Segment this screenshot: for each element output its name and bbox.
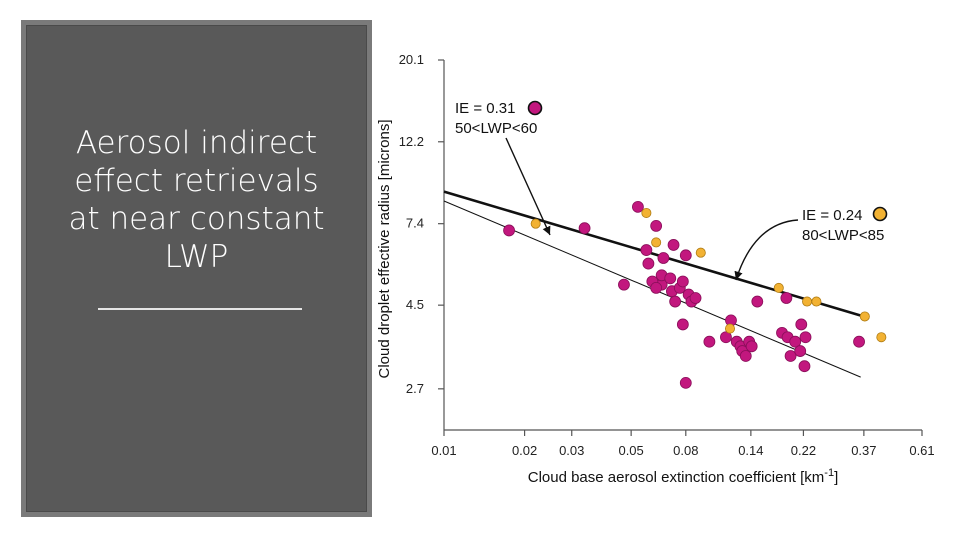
title-underline (98, 308, 302, 310)
data-point-series-1 (664, 272, 677, 285)
annotation-ie-series-1: IE = 0.31 (455, 100, 515, 117)
data-point-series-1 (739, 350, 752, 362)
data-point-series-2 (876, 332, 887, 343)
annotation-marker-series-2 (872, 206, 888, 222)
data-point-series-1 (784, 350, 797, 362)
x-tick-label: 0.01 (431, 443, 456, 458)
data-point-series-1 (794, 345, 807, 357)
data-point-series-1 (650, 220, 663, 232)
fit-line-2 (443, 190, 865, 318)
data-point-series-2 (695, 247, 706, 258)
y-tick-label: 2.7 (406, 381, 424, 396)
data-point-series-1 (650, 281, 663, 294)
data-point-series-2 (641, 207, 652, 218)
data-point-series-1 (503, 224, 515, 237)
data-point-series-2 (773, 282, 784, 293)
data-point-series-1 (642, 257, 655, 270)
data-point-series-1 (689, 292, 702, 304)
x-tick-label: 0.37 (851, 443, 876, 458)
x-tick-label: 0.02 (512, 443, 537, 458)
data-point-series-1 (780, 292, 793, 304)
y-tick-label: 4.5 (406, 297, 424, 312)
x-tick-label: 0.05 (618, 443, 643, 458)
data-point-series-2 (651, 237, 662, 248)
title-panel: Aerosol indirect effect retrievals at ne… (26, 25, 367, 512)
x-tick-label: 0.61 (909, 443, 934, 458)
annotation-marker-series-1 (527, 100, 543, 116)
x-tick-label: 0.14 (738, 443, 763, 458)
annotation-arrow-series-1 (505, 137, 551, 236)
x-tick-label: 0.22 (791, 443, 816, 458)
data-point-series-1 (676, 275, 689, 288)
data-point-series-2 (811, 296, 822, 307)
data-point-series-1 (703, 335, 716, 348)
annotation-range-series-1: 50<LWP<60 (455, 120, 537, 137)
data-point-series-1 (720, 331, 732, 344)
data-point-series-1 (676, 318, 689, 331)
data-point-series-2 (802, 296, 813, 307)
data-point-series-1 (751, 295, 764, 308)
annotation-range-series-2: 80<LWP<85 (802, 227, 884, 244)
data-point-series-1 (795, 318, 808, 331)
x-axis-label: Cloud base aerosol extinction coefficien… (528, 467, 839, 486)
y-tick-label: 12.2 (399, 134, 424, 149)
data-point-series-1 (798, 360, 811, 373)
y-axis-label: Cloud droplet effective radius [microns] (376, 119, 393, 378)
data-point-series-1 (669, 295, 682, 308)
slide-title: Aerosol indirect effect retrievals at ne… (68, 125, 325, 275)
y-tick-label: 20.1 (399, 52, 424, 67)
annotation-ie-series-2: IE = 0.24 (802, 207, 862, 224)
data-point-series-2 (859, 311, 870, 322)
data-point-series-1 (667, 239, 680, 251)
data-point-series-1 (853, 335, 865, 348)
data-point-series-1 (679, 249, 692, 262)
data-point-series-1 (789, 335, 802, 348)
data-point-series-1 (640, 244, 653, 256)
data-point-series-1 (799, 331, 812, 344)
y-tick-label: 7.4 (406, 216, 424, 231)
data-point-series-2 (724, 323, 735, 334)
x-tick-label: 0.08 (673, 443, 698, 458)
scatter-chart: 0.01 0.02 0.03 0.05 0.08 0.14 0.22 0.37 0.61 2.7 4… (376, 52, 935, 486)
annotation-arrow-series-2 (734, 219, 799, 281)
data-point-series-1 (745, 340, 758, 353)
x-tick-label: 0.03 (559, 443, 584, 458)
data-point-series-1 (657, 252, 670, 264)
title-panel-frame: Aerosol indirect effect retrievals at ne… (21, 20, 372, 517)
data-point-series-2 (530, 218, 541, 229)
data-point-series-1 (632, 200, 644, 213)
data-point-series-1 (578, 222, 591, 235)
data-point-series-1 (679, 376, 692, 389)
data-point-series-1 (618, 278, 630, 291)
